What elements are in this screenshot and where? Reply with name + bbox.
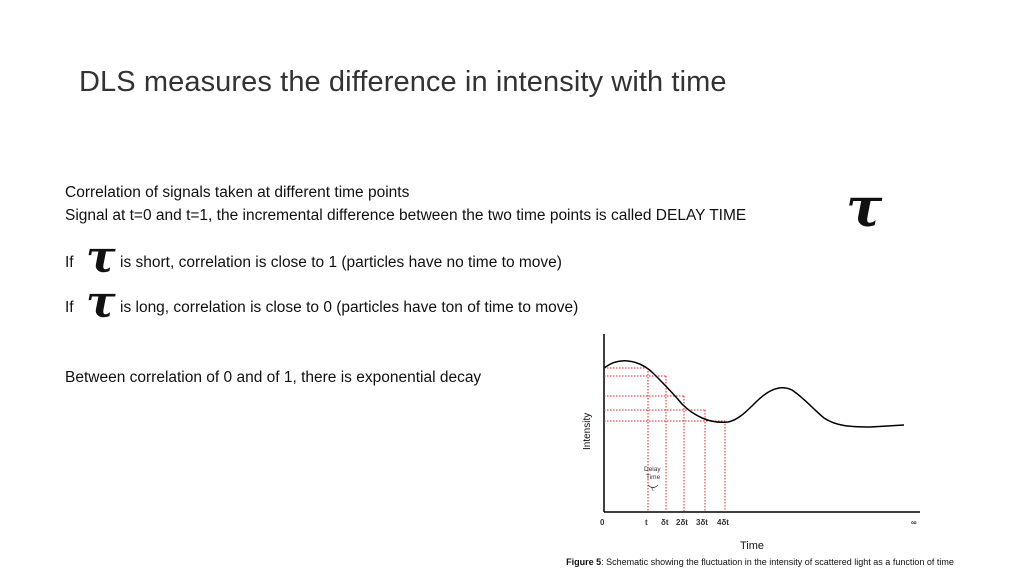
- caption-figure-number: Figure 5: [566, 557, 602, 567]
- tick-3dt: 3δt: [696, 518, 708, 527]
- delay-label-2: Time: [646, 474, 661, 481]
- tau-symbol-short: τ: [86, 232, 116, 283]
- long-delay-line: is long, correlation is close to 0 (part…: [120, 299, 579, 316]
- intensity-curve: [603, 360, 905, 428]
- exponential-decay-line: Between correlation of 0 and of 1, there…: [65, 369, 482, 386]
- delay-label-tau: τ: [651, 486, 655, 493]
- delay-brace-icon: [647, 484, 659, 488]
- tau-symbol-large: τ: [846, 175, 883, 239]
- correlation-line: Correlation of signals taken at differen…: [65, 184, 410, 201]
- if-short-label: If: [65, 254, 74, 271]
- tick-4dt: 4δt: [717, 518, 729, 527]
- tick-dt: δt: [661, 518, 669, 527]
- tick-infinity: ∞: [911, 518, 917, 527]
- caption-text: : Schematic showing the fluctuation in t…: [601, 557, 954, 567]
- tick-zero: 0: [600, 518, 605, 527]
- if-long-label: If: [65, 299, 74, 316]
- slide-title: DLS measures the difference in intensity…: [79, 66, 727, 98]
- tau-symbol-long: τ: [86, 277, 116, 328]
- y-axis-label: Intensity: [582, 413, 593, 450]
- x-axis-label: Time: [740, 540, 764, 552]
- delay-markers: [604, 367, 726, 512]
- short-delay-line: is short, correlation is close to 1 (par…: [120, 254, 562, 271]
- delay-label-1: Delay: [644, 466, 661, 473]
- intensity-figure: Delay Time τ 0 t δt 2δt 3δt 4δt ∞ Time I…: [582, 334, 920, 552]
- delay-time-line: Signal at t=0 and t=1, the incremental d…: [65, 207, 747, 224]
- figure-caption: Figure 5: Schematic showing the fluctuat…: [560, 557, 960, 567]
- tick-2dt: 2δt: [676, 518, 688, 527]
- tick-t: t: [645, 518, 648, 527]
